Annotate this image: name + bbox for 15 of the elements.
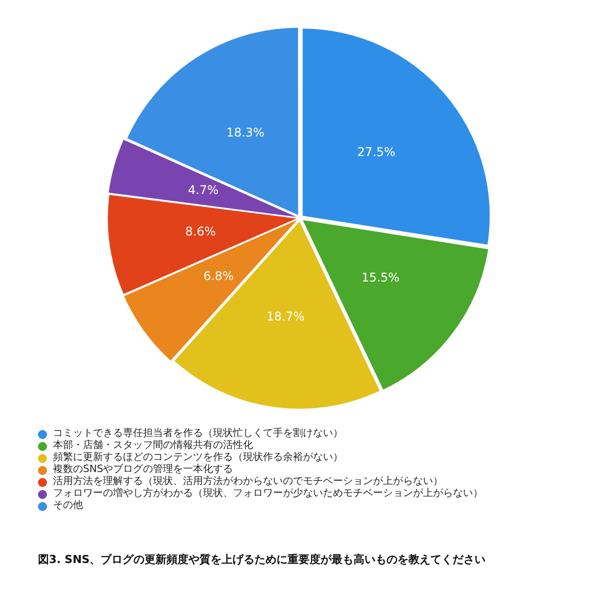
legend-label: 活用方法を理解する（現状、活用方法がわからないのでモチベーションが上がらない） <box>53 476 443 488</box>
legend-label: 本部・店舗・スタッフ間の情報共有の活性化 <box>53 440 253 452</box>
legend-label: その他 <box>53 500 83 512</box>
text: 図3. SNS、ブログの更新頻度や質を上げるために重要度が最も高いものを教えてください <box>37 552 487 567</box>
data-label: 4.7% <box>188 182 219 197</box>
legend-label: フォロワーの増やし方がわかる（現状、フォロワーが少ないためモチベーションが上がらない） <box>53 488 483 500</box>
legend-label: コミットできる専任担当者を作る（現状忙しくて手を割けない） <box>53 428 343 440</box>
data-label: 27.5% <box>357 144 396 159</box>
data-label: 18.3% <box>226 126 264 140</box>
legend-label: 複数のSNSやブログの管理を一本化する <box>53 464 234 476</box>
data-label: 15.5% <box>361 270 400 284</box>
legend-label: 頻繁に更新するほどのコンテンツを作る（現状作る余裕がない） <box>53 452 343 464</box>
data-label: 6.8% <box>203 269 234 284</box>
data-label: 18.7% <box>266 310 305 324</box>
data-label: 8.6% <box>185 224 216 238</box>
